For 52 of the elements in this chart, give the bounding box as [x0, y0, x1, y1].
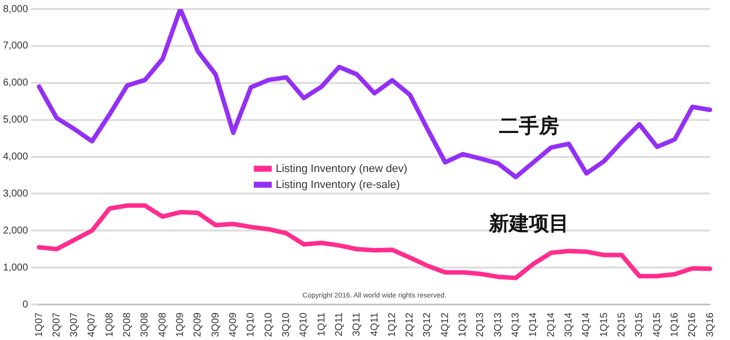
y-tick-label: 3,000	[2, 188, 28, 200]
x-tick-label: 4Q12	[440, 312, 451, 338]
y-tick-label: 6,000	[2, 78, 28, 89]
x-tick-label: 1Q11	[316, 312, 328, 336]
legend-label: Listing Inventory (re-sale)	[276, 178, 400, 191]
x-tick-label: 2Q09	[192, 312, 204, 338]
x-tick-label: 3Q10	[280, 312, 292, 338]
x-tick-label: 1Q12	[386, 312, 398, 338]
x-tick-label: 1Q13	[458, 312, 469, 338]
x-tick-label: 2Q12	[404, 312, 416, 338]
x-tick-label: 4Q14	[581, 312, 592, 338]
x-tick-label: 1Q15	[598, 312, 610, 338]
x-tick-label: 2Q13	[475, 312, 486, 338]
x-tick-label: 4Q13	[510, 312, 522, 338]
x-tick-label: 1Q07	[34, 312, 45, 338]
x-tick-label: 4Q10	[298, 312, 310, 338]
x-tick-label: 3Q16	[704, 312, 716, 338]
y-tick-label: 0	[22, 299, 28, 310]
x-tick-label: 2Q07	[51, 312, 62, 338]
x-tick-label: 4Q07	[86, 312, 98, 338]
x-tick-label: 3Q07	[69, 312, 80, 338]
x-tick-label: 3Q11	[352, 312, 363, 336]
x-tick-label: 2Q11	[334, 312, 345, 336]
x-tick-label: 3Q08	[140, 312, 151, 338]
x-tick-label: 3Q15	[634, 312, 646, 338]
x-tick-label: 1Q09	[175, 312, 186, 338]
x-tick-label: 3Q13	[492, 312, 504, 338]
x-tick-label: 2Q08	[122, 312, 134, 338]
x-tick-label: 1Q14	[528, 312, 540, 338]
x-tick-label: 1Q16	[669, 312, 680, 338]
x-tick-label: 2Q10	[263, 312, 274, 338]
x-tick-label: 4Q15	[652, 312, 663, 338]
annotation: 新建项目	[488, 210, 569, 235]
x-tick-label: 3Q14	[563, 312, 574, 338]
x-tick-label: 2Q16	[687, 312, 698, 338]
x-tick-label: 4Q09	[228, 312, 240, 338]
x-tick-label: 3Q12	[422, 312, 434, 338]
y-tick-label: 2,000	[2, 225, 28, 236]
y-tick-label: 4,000	[2, 152, 28, 163]
y-tick-label: 8,000	[2, 4, 28, 15]
y-tick-label: 7,000	[2, 40, 28, 52]
x-tick-label: 2Q15	[616, 312, 628, 338]
x-tick-label: 3Q09	[210, 312, 222, 338]
x-tick-label: 2Q14	[546, 312, 557, 338]
y-tick-label: 5,000	[2, 114, 28, 126]
x-tick-label: 1Q08	[104, 312, 116, 338]
y-tick-label: 1,000	[2, 262, 28, 274]
x-tick-label: 4Q11	[369, 312, 380, 336]
legend-label: Listing Inventory (new dev)	[276, 162, 408, 175]
x-tick-label: 4Q08	[157, 312, 168, 338]
annotation: 二手房	[498, 113, 559, 138]
x-tick-label: 1Q10	[246, 312, 257, 338]
